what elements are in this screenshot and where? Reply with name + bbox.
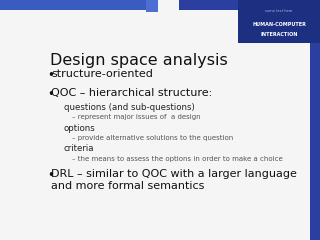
Text: structure-oriented: structure-oriented (51, 69, 153, 79)
Text: QOC – hierarchical structure:: QOC – hierarchical structure: (51, 88, 212, 98)
Text: Design space analysis: Design space analysis (50, 53, 228, 68)
Text: •: • (47, 88, 54, 101)
Text: questions (and sub-questions): questions (and sub-questions) (64, 103, 194, 112)
Text: options: options (64, 124, 95, 133)
Text: some text here: some text here (266, 9, 292, 13)
Text: – the means to assess the options in order to make a choice: – the means to assess the options in ord… (72, 156, 283, 162)
Text: – represent major issues of  a design: – represent major issues of a design (72, 114, 201, 120)
Text: INTERACTION: INTERACTION (260, 32, 298, 36)
Text: DRL – similar to QOC with a larger language
and more formal semantics: DRL – similar to QOC with a larger langu… (51, 169, 297, 191)
Text: criteria: criteria (64, 144, 94, 154)
Text: •: • (47, 69, 54, 83)
Text: •: • (47, 169, 54, 182)
Text: – provide alternative solutions to the question: – provide alternative solutions to the q… (72, 135, 234, 141)
Text: HUMAN-COMPUTER: HUMAN-COMPUTER (252, 22, 306, 26)
